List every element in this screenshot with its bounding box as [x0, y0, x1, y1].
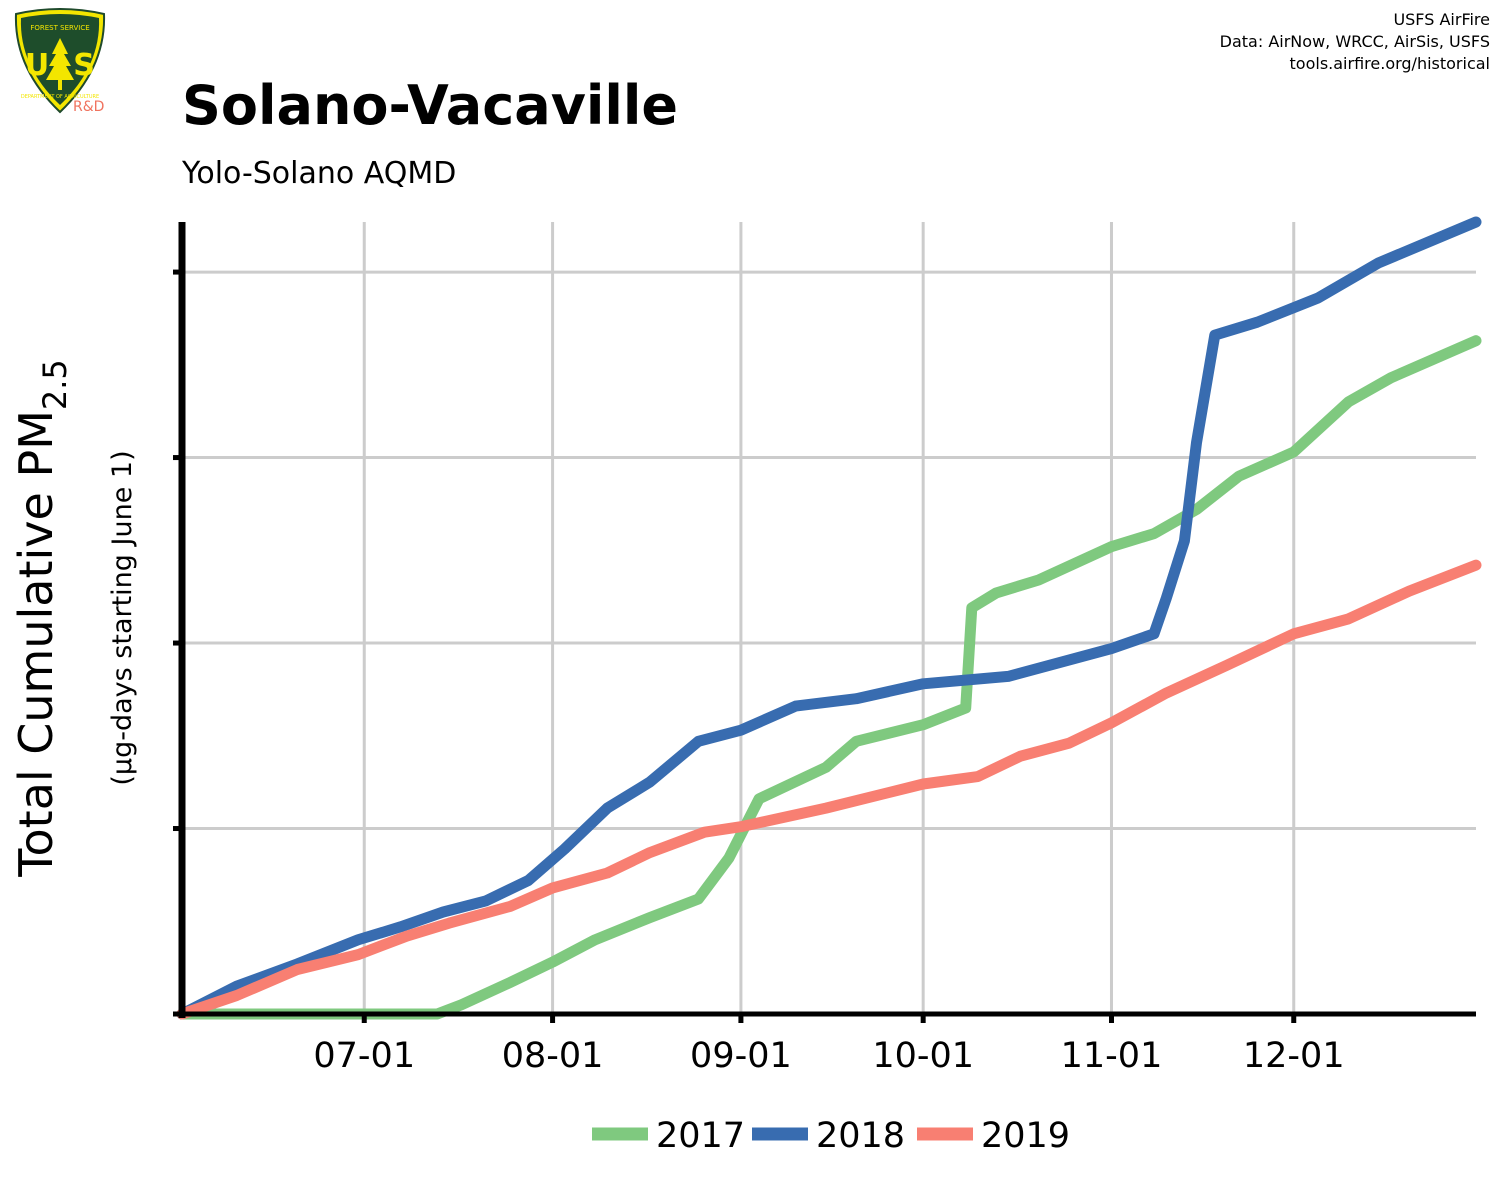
legend-label-2019: 2019 [981, 1116, 1070, 1156]
usfs-logo: U S FOREST SERVICE DEPARTMENT OF AGRICUL… [8, 8, 112, 118]
logo-top-text: FOREST SERVICE [30, 24, 89, 32]
credit-org: USFS AirFire [1393, 10, 1490, 29]
x-tick-label: 11-01 [1061, 1036, 1163, 1076]
legend: 2017 2018 2019 [592, 1116, 1070, 1156]
series-lines [176, 216, 1482, 1020]
logo-badge: R&D [73, 99, 105, 115]
x-tick-label: 09-01 [690, 1036, 792, 1076]
usfs-shield-icon: U S FOREST SERVICE DEPARTMENT OF AGRICUL… [14, 8, 106, 114]
svg-text:S: S [73, 48, 95, 83]
series-line-2019 [176, 559, 1482, 1020]
x-tick-label: 07-01 [313, 1036, 415, 1076]
x-tick-label: 12-01 [1243, 1036, 1345, 1076]
chart-title: Solano-Vacaville [182, 74, 679, 137]
x-tick-label: 10-01 [872, 1036, 974, 1076]
series-line-2017 [176, 335, 1482, 1020]
credits: USFS AirFire Data: AirNow, WRCC, AirSis,… [1220, 9, 1490, 75]
y-axis-units-label: (µg-days starting June 1) [107, 450, 138, 785]
legend-label-2018: 2018 [816, 1116, 905, 1156]
x-tick-label: 08-01 [502, 1036, 604, 1076]
legend-label-2017: 2017 [656, 1116, 745, 1156]
series-line-2018 [176, 216, 1482, 1020]
credit-data-sources: Data: AirNow, WRCC, AirSis, USFS [1219, 32, 1490, 51]
chart-subtitle: Yolo-Solano AQMD [182, 156, 457, 191]
grid [182, 222, 1476, 1016]
x-tick-labels: 07-01 08-01 09-01 10-01 11-01 12-01 [313, 1036, 1344, 1076]
y-axis-label: Total Cumulative PM2.5 [9, 359, 74, 878]
logo-letters: U [25, 48, 49, 83]
axes [173, 222, 1476, 1023]
credit-url: tools.airfire.org/historical [1289, 54, 1490, 73]
logo-bottom-text: DEPARTMENT OF AGRICULTURE [21, 94, 99, 100]
